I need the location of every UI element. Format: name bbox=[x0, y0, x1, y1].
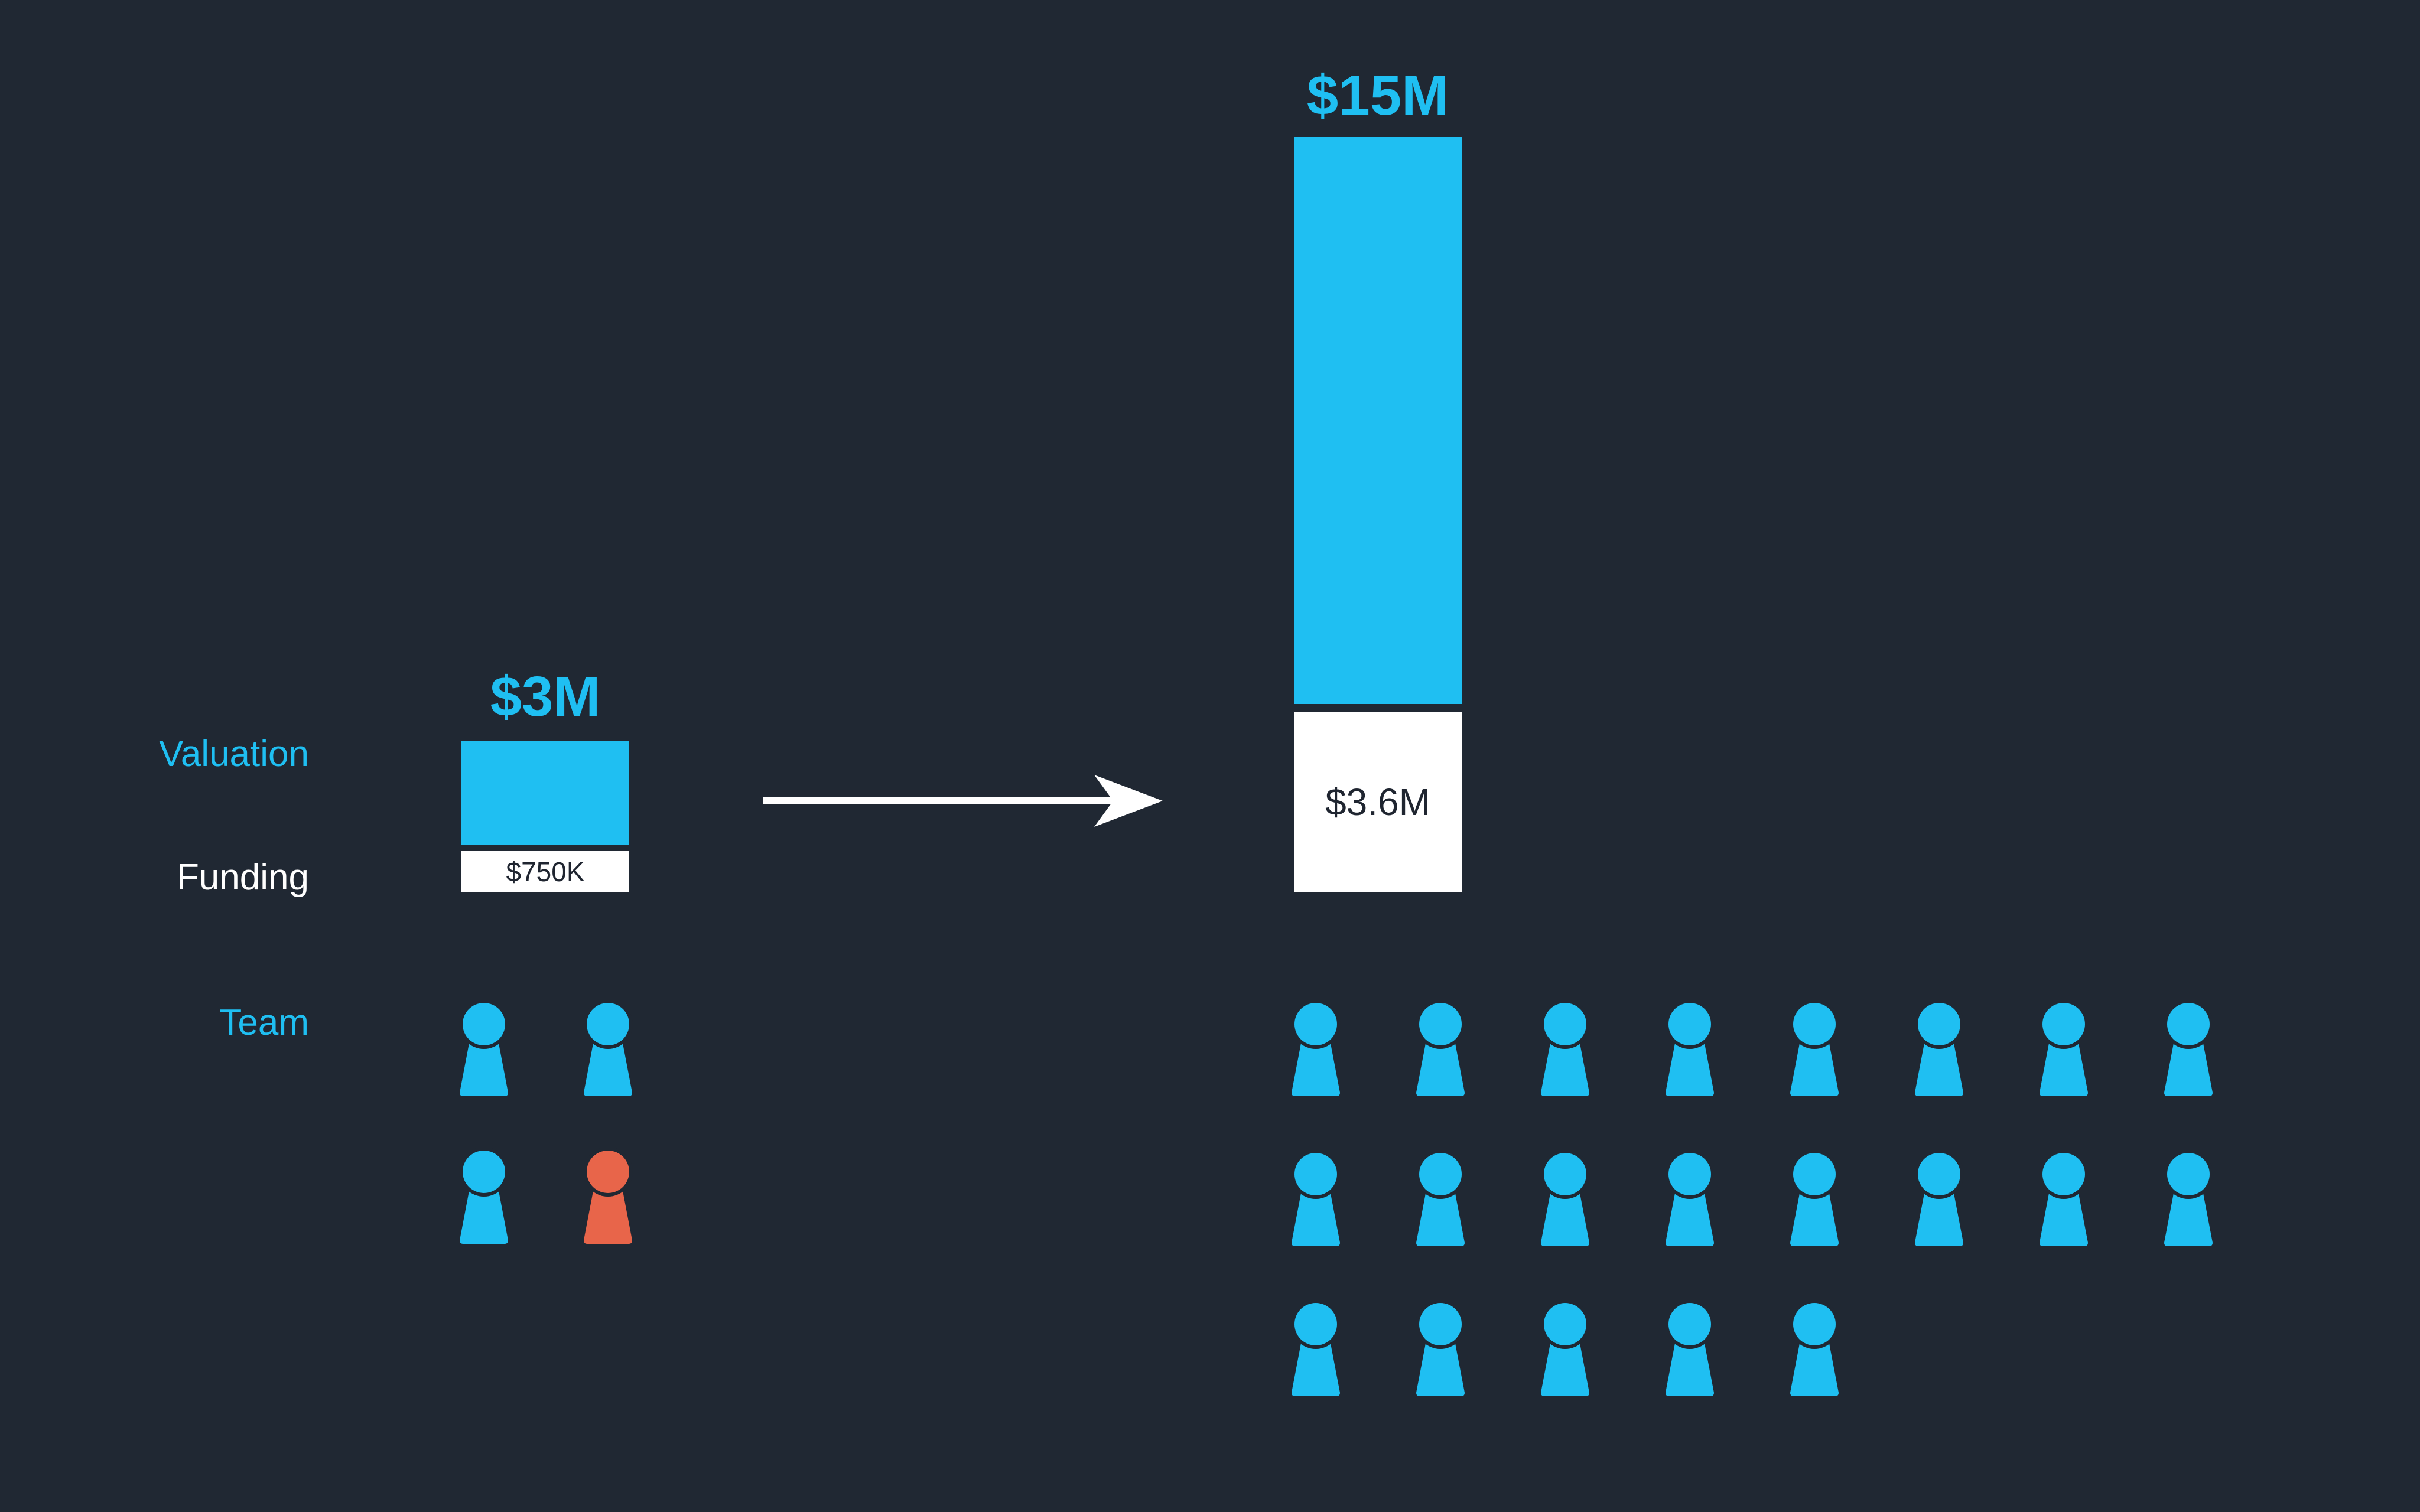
valuation-label: Valuation bbox=[159, 734, 309, 774]
person-icon bbox=[1789, 1301, 1840, 1401]
arrow-right-icon bbox=[763, 775, 1163, 832]
person-icon bbox=[458, 1001, 509, 1101]
person-icon bbox=[2038, 1151, 2089, 1251]
person-icon bbox=[458, 1148, 509, 1249]
person-icon bbox=[2038, 1001, 2089, 1101]
person-icon bbox=[1914, 1151, 1964, 1251]
after-funding-value: $3.6M bbox=[1325, 781, 1430, 823]
after-valuation-total: $15M bbox=[1306, 64, 1449, 127]
after-valuation-bar bbox=[1294, 137, 1462, 704]
person-icon bbox=[1415, 1301, 1466, 1401]
person-icon bbox=[1789, 1001, 1840, 1101]
person-icon bbox=[1290, 1151, 1341, 1251]
person-icon bbox=[1914, 1001, 1964, 1101]
person-icon bbox=[1664, 1001, 1715, 1101]
person-icon bbox=[1540, 1301, 1590, 1401]
person-icon bbox=[1290, 1001, 1341, 1101]
person-icon bbox=[2163, 1001, 2214, 1101]
after-funding-bar: $3.6M bbox=[1294, 712, 1462, 892]
person-icon bbox=[1664, 1151, 1715, 1251]
before-valuation-total: $3M bbox=[490, 665, 601, 728]
before-funding-value: $750K bbox=[506, 856, 585, 887]
person-icon bbox=[583, 1148, 633, 1249]
person-icon bbox=[1664, 1301, 1715, 1401]
funding-label: Funding bbox=[176, 857, 309, 898]
person-icon bbox=[1540, 1001, 1590, 1101]
before-funding-bar: $750K bbox=[461, 851, 629, 892]
before-valuation-bar bbox=[461, 741, 629, 845]
person-icon bbox=[1415, 1151, 1466, 1251]
person-icon bbox=[1415, 1001, 1466, 1101]
person-icon bbox=[1290, 1301, 1341, 1401]
person-icon bbox=[583, 1001, 633, 1101]
person-icon bbox=[1789, 1151, 1840, 1251]
person-icon bbox=[2163, 1151, 2214, 1251]
team-label: Team bbox=[219, 1002, 309, 1043]
person-icon bbox=[1540, 1151, 1590, 1251]
